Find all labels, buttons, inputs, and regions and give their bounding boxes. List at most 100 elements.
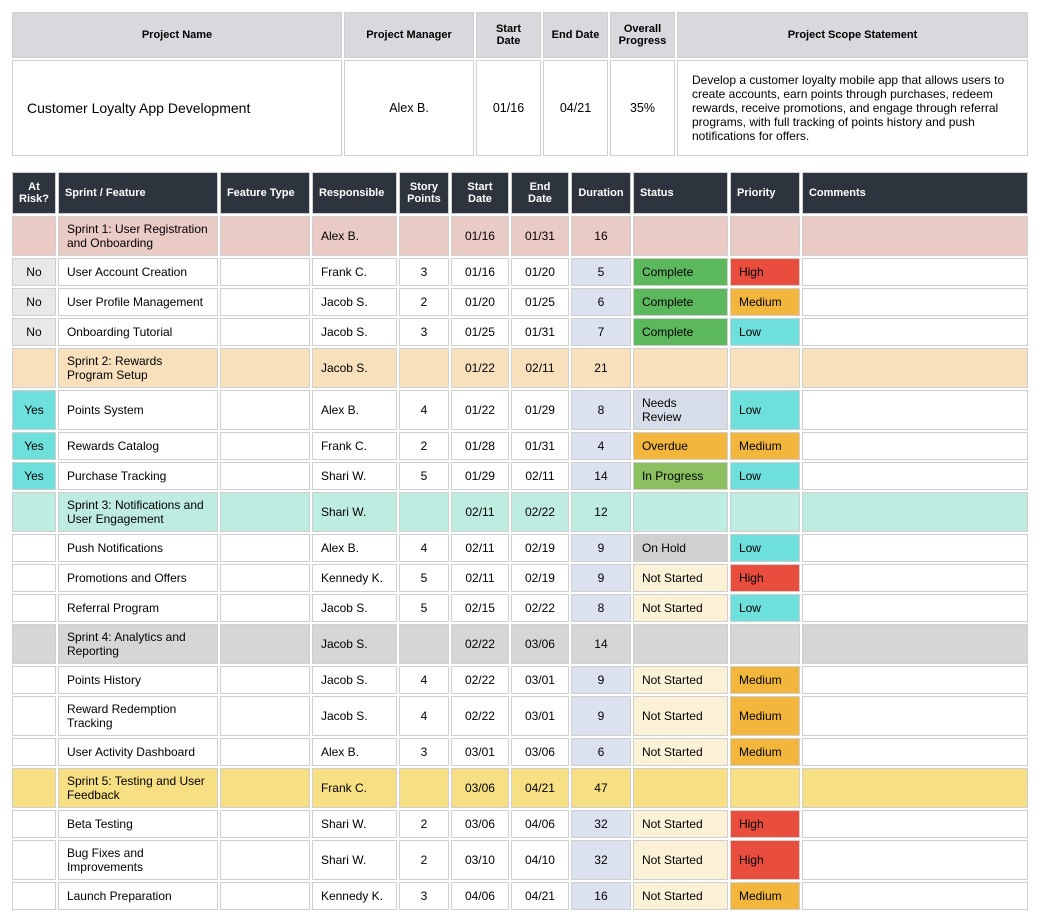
- cell-priority[interactable]: Low: [730, 534, 800, 562]
- cell-type[interactable]: [220, 492, 310, 532]
- cell-type[interactable]: [220, 534, 310, 562]
- cell-start[interactable]: 02/11: [451, 534, 509, 562]
- cell-duration[interactable]: 7: [571, 318, 631, 346]
- cell-end[interactable]: 01/31: [511, 318, 569, 346]
- cell-duration[interactable]: 47: [571, 768, 631, 808]
- cell-duration[interactable]: 8: [571, 594, 631, 622]
- cell-responsible[interactable]: Jacob S.: [312, 666, 397, 694]
- cell-priority[interactable]: High: [730, 810, 800, 838]
- cell-status[interactable]: Complete: [633, 258, 728, 286]
- cell-risk[interactable]: Yes: [12, 462, 56, 490]
- cell-status[interactable]: Complete: [633, 288, 728, 316]
- cell-end[interactable]: 03/01: [511, 666, 569, 694]
- cell-feature[interactable]: Bug Fixes and Improvements: [58, 840, 218, 880]
- cell-end[interactable]: 01/25: [511, 288, 569, 316]
- cell-end[interactable]: 02/11: [511, 462, 569, 490]
- cell-status[interactable]: [633, 768, 728, 808]
- cell-comments[interactable]: [802, 666, 1028, 694]
- cell-points[interactable]: 4: [399, 534, 449, 562]
- cell-type[interactable]: [220, 738, 310, 766]
- cell-comments[interactable]: [802, 288, 1028, 316]
- cell-type[interactable]: [220, 768, 310, 808]
- cell-points[interactable]: 4: [399, 696, 449, 736]
- cell-responsible[interactable]: Alex B.: [312, 534, 397, 562]
- cell-points[interactable]: [399, 768, 449, 808]
- cell-priority[interactable]: High: [730, 840, 800, 880]
- cell-start[interactable]: 01/28: [451, 432, 509, 460]
- cell-status[interactable]: [633, 624, 728, 664]
- cell-comments[interactable]: [802, 810, 1028, 838]
- cell-risk[interactable]: [12, 666, 56, 694]
- cell-feature[interactable]: Rewards Catalog: [58, 432, 218, 460]
- cell-priority[interactable]: Low: [730, 390, 800, 430]
- cell-priority[interactable]: Low: [730, 318, 800, 346]
- cell-duration[interactable]: 16: [571, 882, 631, 910]
- scope-value[interactable]: Develop a customer loyalty mobile app th…: [677, 60, 1028, 156]
- cell-feature[interactable]: Sprint 4: Analytics and Reporting: [58, 624, 218, 664]
- cell-start[interactable]: 02/11: [451, 492, 509, 532]
- cell-feature[interactable]: Referral Program: [58, 594, 218, 622]
- cell-responsible[interactable]: Shari W.: [312, 810, 397, 838]
- end-date-value[interactable]: 04/21: [543, 60, 608, 156]
- cell-responsible[interactable]: Jacob S.: [312, 288, 397, 316]
- cell-feature[interactable]: User Profile Management: [58, 288, 218, 316]
- cell-risk[interactable]: [12, 768, 56, 808]
- cell-type[interactable]: [220, 258, 310, 286]
- cell-risk[interactable]: [12, 696, 56, 736]
- cell-risk[interactable]: [12, 624, 56, 664]
- cell-responsible[interactable]: Jacob S.: [312, 348, 397, 388]
- cell-feature[interactable]: Onboarding Tutorial: [58, 318, 218, 346]
- cell-feature[interactable]: Launch Preparation: [58, 882, 218, 910]
- cell-duration[interactable]: 6: [571, 738, 631, 766]
- cell-risk[interactable]: [12, 738, 56, 766]
- cell-priority[interactable]: Medium: [730, 882, 800, 910]
- cell-end[interactable]: 04/21: [511, 882, 569, 910]
- cell-risk[interactable]: [12, 216, 56, 256]
- cell-comments[interactable]: [802, 696, 1028, 736]
- cell-responsible[interactable]: Shari W.: [312, 462, 397, 490]
- cell-status[interactable]: In Progress: [633, 462, 728, 490]
- cell-status[interactable]: [633, 348, 728, 388]
- cell-start[interactable]: 02/22: [451, 696, 509, 736]
- cell-end[interactable]: 02/11: [511, 348, 569, 388]
- cell-start[interactable]: 02/11: [451, 564, 509, 592]
- cell-comments[interactable]: [802, 594, 1028, 622]
- cell-points[interactable]: 4: [399, 390, 449, 430]
- cell-responsible[interactable]: Alex B.: [312, 738, 397, 766]
- cell-duration[interactable]: 9: [571, 534, 631, 562]
- cell-feature[interactable]: User Activity Dashboard: [58, 738, 218, 766]
- cell-priority[interactable]: Medium: [730, 738, 800, 766]
- cell-status[interactable]: [633, 492, 728, 532]
- cell-end[interactable]: 04/10: [511, 840, 569, 880]
- cell-points[interactable]: 5: [399, 594, 449, 622]
- cell-type[interactable]: [220, 810, 310, 838]
- cell-type[interactable]: [220, 348, 310, 388]
- cell-risk[interactable]: [12, 492, 56, 532]
- cell-duration[interactable]: 9: [571, 666, 631, 694]
- cell-type[interactable]: [220, 288, 310, 316]
- cell-duration[interactable]: 14: [571, 624, 631, 664]
- cell-start[interactable]: 03/06: [451, 810, 509, 838]
- cell-status[interactable]: Not Started: [633, 738, 728, 766]
- cell-end[interactable]: 04/21: [511, 768, 569, 808]
- cell-points[interactable]: [399, 216, 449, 256]
- cell-responsible[interactable]: Alex B.: [312, 216, 397, 256]
- cell-priority[interactable]: High: [730, 564, 800, 592]
- cell-comments[interactable]: [802, 318, 1028, 346]
- cell-feature[interactable]: Push Notifications: [58, 534, 218, 562]
- cell-points[interactable]: 2: [399, 810, 449, 838]
- cell-points[interactable]: 3: [399, 258, 449, 286]
- cell-risk[interactable]: Yes: [12, 432, 56, 460]
- cell-comments[interactable]: [802, 348, 1028, 388]
- cell-responsible[interactable]: Frank C.: [312, 432, 397, 460]
- cell-status[interactable]: On Hold: [633, 534, 728, 562]
- cell-priority[interactable]: Low: [730, 594, 800, 622]
- cell-feature[interactable]: Sprint 3: Notifications and User Engagem…: [58, 492, 218, 532]
- cell-feature[interactable]: Reward Redemption Tracking: [58, 696, 218, 736]
- cell-start[interactable]: 01/16: [451, 216, 509, 256]
- cell-type[interactable]: [220, 696, 310, 736]
- project-manager-value[interactable]: Alex B.: [344, 60, 474, 156]
- cell-priority[interactable]: Medium: [730, 666, 800, 694]
- cell-priority[interactable]: Medium: [730, 696, 800, 736]
- cell-comments[interactable]: [802, 432, 1028, 460]
